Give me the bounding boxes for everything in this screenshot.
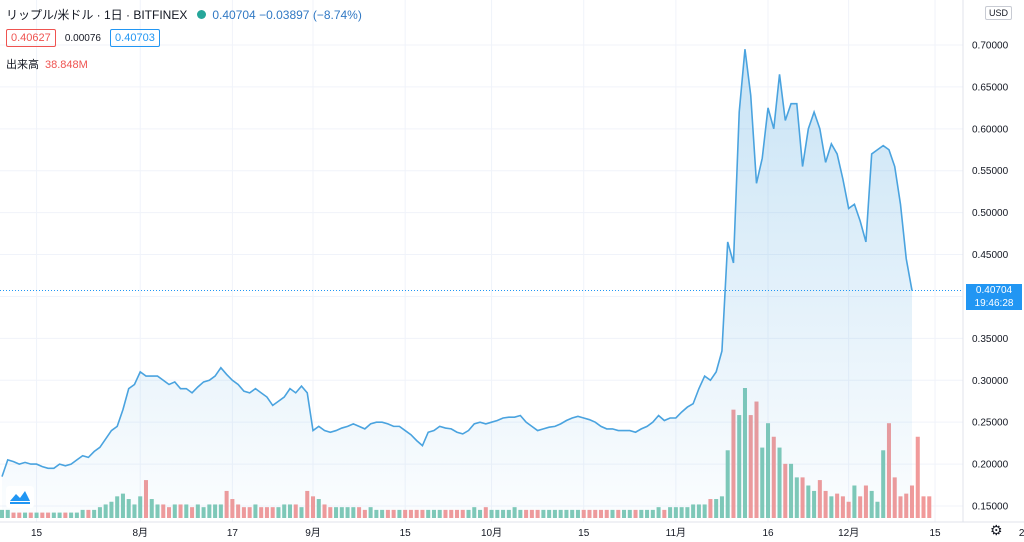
price-area-fill bbox=[2, 49, 912, 518]
sell-button[interactable]: 0.40627 bbox=[6, 29, 56, 47]
x-tick-label: 12月 bbox=[838, 527, 859, 539]
y-tick-label: 0.50000 bbox=[972, 208, 1009, 219]
current-price-tag: 0.40704 bbox=[966, 283, 1022, 297]
time-axis[interactable]: 15 8月 17 9月 15 10月 15 11月 16 12月 15 202 bbox=[31, 527, 1024, 539]
currency-label[interactable]: USD bbox=[985, 6, 1013, 20]
x-tick-label: 8月 bbox=[132, 527, 148, 539]
quote-row: 0.40627 0.00076 0.40703 bbox=[6, 29, 160, 47]
settings-gear-icon[interactable]: ⚙ bbox=[990, 522, 1003, 538]
volume-value: 38.848M bbox=[45, 59, 88, 71]
countdown-tag: 19:46:28 bbox=[966, 296, 1022, 310]
x-tick-label: 10月 bbox=[481, 527, 502, 539]
y-tick-label: 0.35000 bbox=[972, 334, 1009, 345]
market-open-dot-icon bbox=[197, 10, 207, 20]
price-line bbox=[1, 49, 913, 477]
y-tick-label: 0.55000 bbox=[972, 166, 1009, 177]
x-tick-label: 9月 bbox=[305, 527, 321, 539]
symbol-title[interactable]: リップル/米ドル · 1日 · BITFINEX bbox=[6, 8, 188, 22]
price-change: −0.03897 bbox=[259, 8, 310, 22]
y-tick-label: 0.65000 bbox=[972, 82, 1009, 93]
y-tick-label: 0.30000 bbox=[972, 376, 1009, 387]
volume-bar bbox=[921, 496, 926, 518]
x-tick-label: 11月 bbox=[666, 527, 686, 539]
x-tick-label: 15 bbox=[578, 528, 590, 539]
spread-value: 0.00076 bbox=[64, 33, 101, 44]
x-tick-label: 16 bbox=[762, 528, 774, 539]
price-change-percent: (−8.74%) bbox=[312, 8, 362, 22]
volume-bar bbox=[927, 496, 932, 518]
price-axis[interactable]: 0.150000.200000.250000.300000.350000.400… bbox=[972, 41, 1009, 513]
x-tick-label: 15 bbox=[400, 528, 412, 539]
volume-label: 出来高 bbox=[6, 59, 39, 71]
x-tick-label: 17 bbox=[227, 528, 239, 539]
volume-bar bbox=[915, 436, 920, 518]
x-tick-label: 15 bbox=[929, 528, 941, 539]
x-tick-label: 202 bbox=[1019, 528, 1024, 539]
y-tick-label: 0.25000 bbox=[972, 418, 1009, 429]
symbol-legend[interactable]: リップル/米ドル · 1日 · BITFINEX 0.40704 −0.03897… bbox=[6, 6, 362, 23]
last-price: 0.40704 bbox=[212, 8, 256, 22]
y-tick-label: 0.45000 bbox=[972, 250, 1009, 261]
buy-button[interactable]: 0.40703 bbox=[110, 29, 160, 47]
y-tick-label: 0.20000 bbox=[972, 460, 1009, 471]
y-tick-label: 0.70000 bbox=[972, 41, 1009, 52]
x-tick-label: 15 bbox=[31, 528, 43, 539]
y-tick-label: 0.15000 bbox=[972, 502, 1009, 513]
volume-legend[interactable]: 出来高 38.848M bbox=[6, 56, 88, 72]
tradingview-logo-icon[interactable] bbox=[6, 486, 34, 508]
y-tick-label: 0.60000 bbox=[972, 124, 1009, 135]
